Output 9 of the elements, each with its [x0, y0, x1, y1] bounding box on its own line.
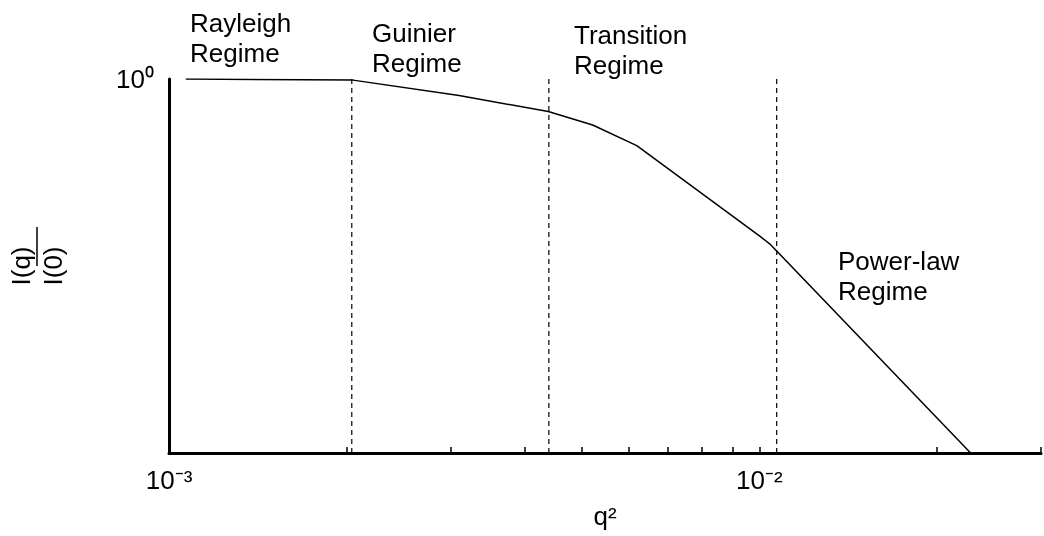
text: Rayleigh Regime [190, 8, 292, 68]
x-tick-label: 10⁻³ [145, 465, 193, 495]
text: Guinier Regime [372, 18, 462, 78]
y-axis-title: I(q) I(0) [6, 246, 68, 286]
annotation: Transition Regime [574, 20, 688, 80]
x-axis-title: q² [593, 501, 617, 531]
x-tick-label: 10⁻² [736, 465, 783, 495]
text: 10⁰ [116, 64, 154, 94]
annotation: Power-law Regime [838, 246, 960, 306]
